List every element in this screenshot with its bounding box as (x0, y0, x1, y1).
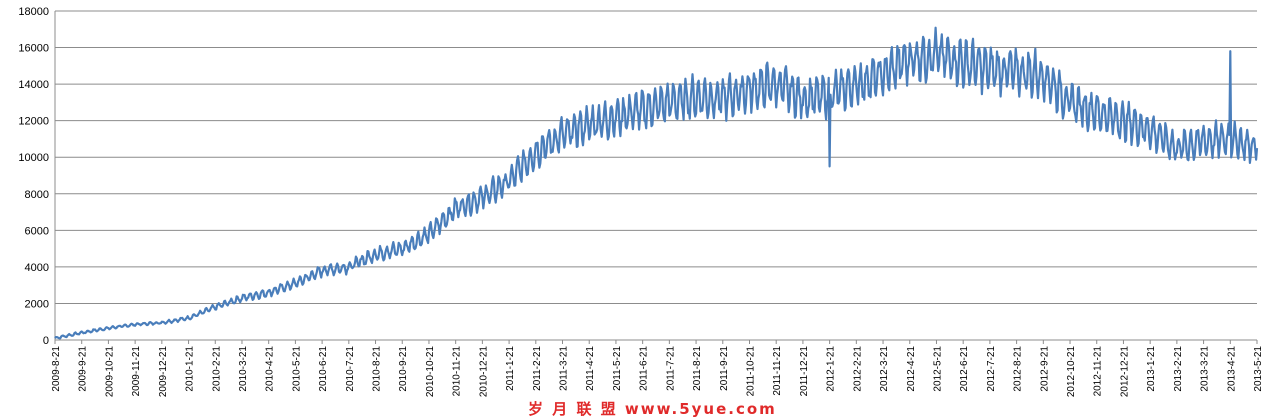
watermark-text: 岁 月 联 盟 www.5yue.com (528, 400, 777, 418)
y-tick-label: 12000 (18, 116, 49, 128)
x-tick-label: 2012-9-21 (1039, 346, 1050, 392)
x-tick-label: 2013-2-21 (1173, 346, 1184, 392)
x-tick-label: 2013-1-21 (1146, 346, 1157, 392)
x-tick-label: 2012-3-21 (879, 346, 890, 392)
x-tick-label: 2012-8-21 (1013, 346, 1024, 392)
x-tick-label: 2010-1-21 (185, 346, 196, 392)
x-tick-label: 2011-2-21 (532, 346, 543, 391)
x-tick-label: 2010-10-21 (425, 346, 436, 398)
x-tick-label: 2011-5-21 (612, 346, 623, 391)
x-tick-label: 2012-2-21 (852, 346, 863, 392)
y-tick-label: 18000 (18, 6, 49, 18)
x-axis-tick-labels: 2009-8-21 2009-9-21 2009-10-21 2009-11-21 20… (51, 340, 1264, 397)
x-tick-label: 2009-8-21 (51, 346, 62, 392)
y-tick-label: 2000 (25, 298, 49, 310)
x-tick-label: 2009-12-21 (158, 346, 169, 398)
x-tick-label: 2011-9-21 (719, 346, 730, 391)
x-tick-label: 2010-6-21 (318, 346, 329, 392)
y-tick-label: 0 (43, 335, 49, 347)
y-tick-label: 4000 (25, 262, 49, 274)
x-tick-label: 2010-2-21 (211, 346, 222, 392)
x-tick-label: 2010-4-21 (265, 346, 276, 392)
x-tick-label: 2010-8-21 (372, 346, 383, 392)
x-tick-label: 2012-4-21 (906, 346, 917, 392)
x-tick-label: 2010-11-21 (452, 346, 463, 397)
x-tick-label: 2011-7-21 (665, 346, 676, 391)
x-tick-label: 2011-11-21 (772, 346, 783, 396)
x-tick-label: 2010-7-21 (345, 346, 356, 392)
y-tick-label: 8000 (25, 189, 49, 201)
y-tick-label: 14000 (18, 79, 49, 91)
series-line (54, 26, 1259, 340)
x-tick-label: 2012-7-21 (986, 346, 997, 392)
y-tick-label: 10000 (18, 152, 49, 164)
x-tick-label: 2010-9-21 (398, 346, 409, 392)
x-tick-label: 2012-6-21 (959, 346, 970, 392)
x-tick-label: 2011-8-21 (692, 346, 703, 391)
x-tick-label: 2010-5-21 (291, 346, 302, 392)
x-tick-label: 2011-6-21 (639, 346, 650, 391)
x-tick-label: 2011-3-21 (559, 346, 570, 391)
x-tick-label: 2012-5-21 (932, 346, 943, 392)
gridlines (55, 10, 1257, 304)
x-tick-label: 2011-1-21 (505, 346, 516, 391)
y-axis-tick-labels: 0 2000 4000 6000 8000 10000 12000 14000 16000 180… (18, 6, 49, 347)
x-tick-label: 2010-3-21 (238, 346, 249, 392)
x-tick-label: 2009-11-21 (131, 346, 142, 397)
axes (54, 11, 1257, 341)
x-tick-label: 2011-10-21 (745, 346, 756, 397)
y-tick-label: 16000 (18, 43, 49, 55)
x-tick-label: 2013-4-21 (1226, 346, 1237, 392)
x-tick-label: 2011-12-21 (799, 346, 810, 397)
x-tick-label: 2012-1-21 (826, 346, 837, 392)
x-tick-label: 2009-10-21 (104, 346, 115, 398)
x-tick-label: 2013-5-21 (1253, 346, 1264, 392)
x-tick-label: 2012-11-21 (1093, 346, 1104, 397)
x-tick-label: 2013-3-21 (1200, 346, 1211, 392)
x-tick-label: 2011-4-21 (585, 346, 596, 391)
x-tick-label: 2009-9-21 (78, 346, 89, 392)
x-tick-label: 2012-10-21 (1066, 346, 1077, 398)
x-tick-label: 2012-12-21 (1119, 346, 1130, 398)
x-tick-label: 2010-12-21 (478, 346, 489, 398)
y-tick-label: 6000 (25, 225, 49, 237)
